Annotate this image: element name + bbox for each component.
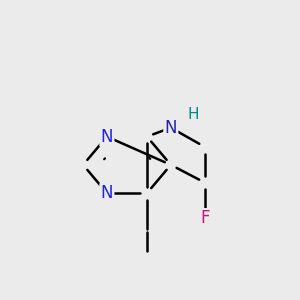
Text: H: H xyxy=(187,107,199,122)
Text: F: F xyxy=(200,209,210,227)
Text: N: N xyxy=(101,128,113,146)
Text: N: N xyxy=(165,119,177,137)
Text: N: N xyxy=(101,184,113,202)
